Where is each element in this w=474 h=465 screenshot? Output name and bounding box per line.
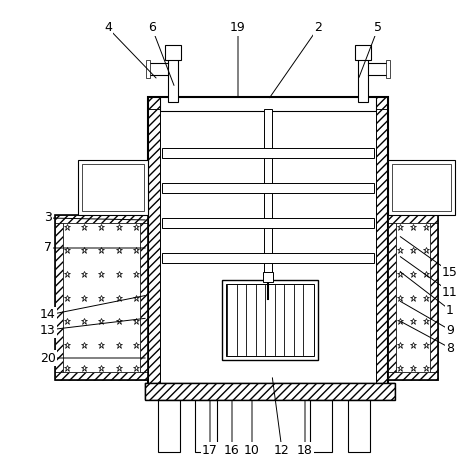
Bar [140,223,148,372]
Bar [146,60,150,78]
Text: 20: 20 [40,352,56,365]
Bar [388,160,455,215]
Text: 6: 6 [148,21,156,34]
Text: 1: 1 [446,304,454,317]
Text: 9: 9 [446,324,454,337]
Bar [162,253,374,263]
Bar [148,97,388,109]
Text: 10: 10 [244,444,260,457]
Bar [358,52,368,102]
Bar [55,223,63,372]
Bar [160,97,376,111]
Bar [388,372,438,380]
Bar [263,272,273,282]
Text: 11: 11 [442,286,458,299]
Bar [165,45,181,60]
Bar [355,45,371,60]
Bar [430,223,438,372]
Bar [55,215,148,223]
Bar [310,400,332,452]
Text: 4: 4 [104,21,112,34]
Bar [158,400,180,452]
Bar [145,383,395,400]
Bar [388,215,438,380]
Bar [168,52,178,102]
Bar [388,223,396,372]
Bar [162,148,374,158]
Bar [78,160,148,215]
Text: 15: 15 [442,266,458,279]
Text: 8: 8 [446,341,454,354]
Bar [145,383,395,400]
Text: 7: 7 [44,241,52,254]
Bar [222,280,318,360]
Bar [348,400,370,452]
Text: 2: 2 [314,21,322,34]
Text: 14: 14 [40,308,56,321]
Bar [55,215,148,380]
Text: 18: 18 [297,444,313,457]
Text: 16: 16 [224,444,240,457]
Bar [386,60,390,78]
Bar [63,223,140,372]
Bar [55,372,148,380]
Bar [162,218,374,228]
Text: 3: 3 [44,212,52,225]
Text: 13: 13 [40,324,56,337]
Bar [162,183,374,193]
Bar [388,215,438,223]
Bar [82,164,144,211]
Bar [160,109,376,385]
Text: 19: 19 [230,21,246,34]
Bar [264,109,272,299]
Bar [376,109,388,385]
Bar [195,400,217,452]
Bar [148,109,160,385]
Text: 17: 17 [202,444,218,457]
Bar [396,223,430,372]
Bar [226,284,314,356]
Bar [148,97,388,385]
Text: 12: 12 [274,444,290,457]
Text: 5: 5 [374,21,382,34]
Bar [392,164,451,211]
